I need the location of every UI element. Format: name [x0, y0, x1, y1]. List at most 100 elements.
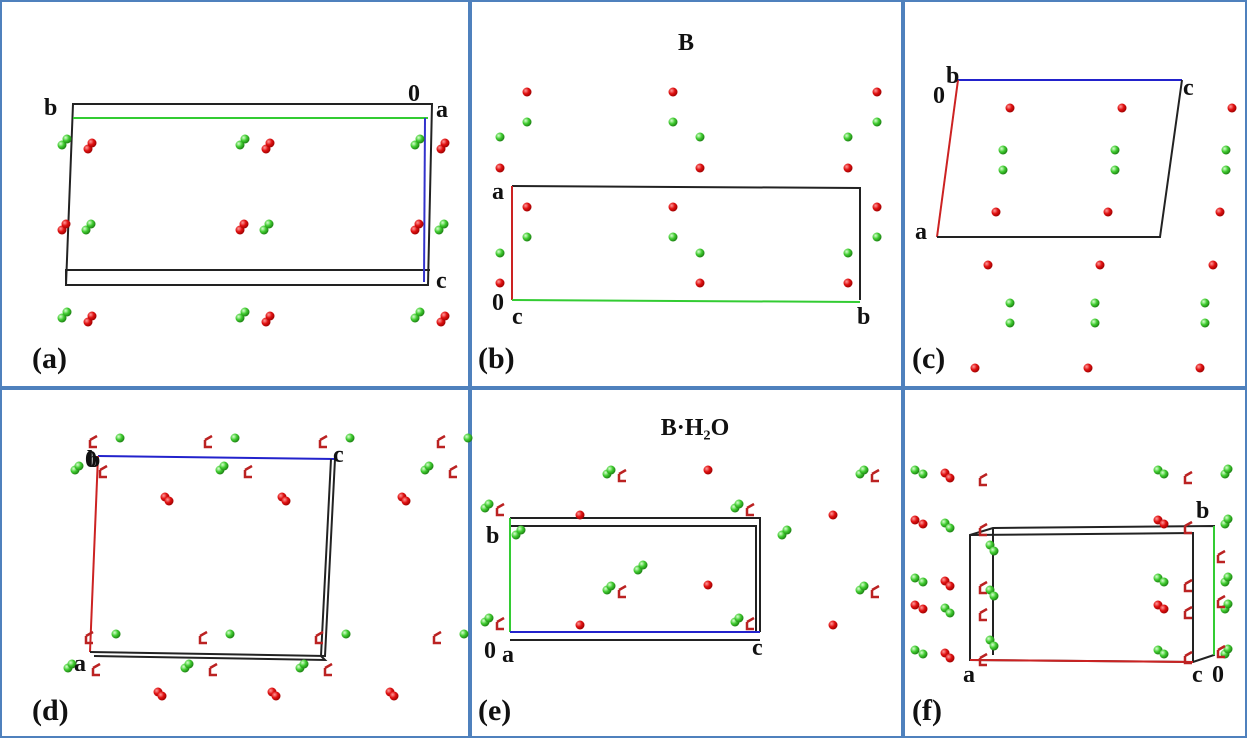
green-atom	[440, 220, 449, 229]
green-atom	[523, 118, 532, 127]
green-atom	[220, 462, 229, 471]
green-atom	[1160, 578, 1169, 587]
oxygen-atom	[911, 601, 920, 610]
oxygen-atom	[576, 621, 585, 630]
green-atom	[1006, 319, 1015, 328]
oxygen-atom	[669, 88, 678, 97]
green-atom	[523, 233, 532, 242]
water-molecule	[200, 632, 207, 643]
oxygen-atom	[946, 654, 955, 663]
oxygen-atom	[1160, 605, 1169, 614]
green-atom	[919, 470, 928, 479]
green-atom	[1222, 146, 1231, 155]
water-molecule	[325, 664, 332, 675]
axis-label: c	[512, 304, 523, 330]
oxygen-atom	[165, 497, 174, 506]
green-atom	[185, 660, 194, 669]
oxygen-atom	[1118, 104, 1127, 113]
oxygen-atom	[272, 692, 281, 701]
water-molecule	[619, 470, 626, 481]
oxygen-atom	[829, 621, 838, 630]
panel-label: (d)	[32, 694, 69, 727]
green-atom	[783, 526, 792, 535]
green-atom	[1201, 319, 1210, 328]
water-molecule	[747, 618, 754, 629]
water-molecule	[438, 436, 445, 447]
green-atom	[87, 220, 96, 229]
oxygen-atom	[496, 164, 505, 173]
water-molecule	[980, 474, 987, 485]
axis-label: 0	[933, 83, 945, 109]
axis-label: a	[436, 97, 448, 123]
oxygen-atom	[1006, 104, 1015, 113]
green-atom	[946, 524, 955, 533]
green-atom	[639, 561, 648, 570]
green-atom	[946, 609, 955, 618]
frame	[1, 1, 1246, 737]
oxygen-atom	[992, 208, 1001, 217]
axis-label: b	[946, 63, 959, 89]
green-atom	[112, 630, 121, 639]
oxygen-atom	[158, 692, 167, 701]
oxygen-atom	[88, 312, 97, 321]
green-atom	[1201, 299, 1210, 308]
green-atom	[1160, 470, 1169, 479]
oxygen-atom	[402, 497, 411, 506]
oxygen-atom	[240, 220, 249, 229]
green-atom	[860, 582, 869, 591]
green-atom	[919, 578, 928, 587]
green-atom	[416, 135, 425, 144]
green-atom	[844, 249, 853, 258]
green-atom	[485, 614, 494, 623]
green-atom	[1111, 146, 1120, 155]
axis-label: 0	[484, 638, 496, 664]
oxygen-atom	[266, 139, 275, 148]
green-atom	[416, 308, 425, 317]
water-molecule	[872, 470, 879, 481]
green-atom	[990, 592, 999, 601]
oxygen-atom	[523, 203, 532, 212]
water-molecule	[872, 586, 879, 597]
water-molecule	[1185, 607, 1192, 618]
axis-label: 0	[492, 290, 504, 316]
green-atom	[873, 118, 882, 127]
axis-label: b	[1196, 498, 1209, 524]
oxygen-atom	[919, 605, 928, 614]
green-atom	[911, 646, 920, 655]
green-atom	[1222, 166, 1231, 175]
green-atom	[241, 135, 250, 144]
axis-label: 0	[1212, 662, 1224, 688]
green-atom	[696, 249, 705, 258]
panel-title: B	[678, 30, 694, 56]
oxygen-atom	[390, 692, 399, 701]
green-atom	[1006, 299, 1015, 308]
green-atom	[346, 434, 355, 443]
green-atom	[342, 630, 351, 639]
axis-label: a	[502, 642, 514, 668]
panel-label: (a)	[32, 342, 67, 375]
oxygen-atom	[441, 312, 450, 321]
green-atom	[1224, 573, 1233, 582]
axis-label: c	[333, 442, 344, 468]
green-atom	[990, 547, 999, 556]
water-molecule	[93, 664, 100, 675]
oxygen-atom	[1160, 520, 1169, 529]
green-atom	[990, 642, 999, 651]
green-atom	[911, 466, 920, 475]
oxygen-atom	[496, 279, 505, 288]
green-atom	[1091, 299, 1100, 308]
unit-cells	[66, 80, 1214, 662]
panel-label: (e)	[478, 694, 511, 727]
oxygen-atom	[1104, 208, 1113, 217]
oxygen-atom	[1209, 261, 1218, 270]
oxygen-atom	[1196, 364, 1205, 373]
green-atom	[735, 614, 744, 623]
oxygen-atom	[1216, 208, 1225, 217]
green-atom	[919, 650, 928, 659]
water-molecule	[497, 618, 504, 629]
axis-label: c	[1192, 662, 1203, 688]
oxygen-atom	[1084, 364, 1093, 373]
green-atom	[735, 500, 744, 509]
green-atom	[669, 233, 678, 242]
oxygen-atom	[88, 139, 97, 148]
